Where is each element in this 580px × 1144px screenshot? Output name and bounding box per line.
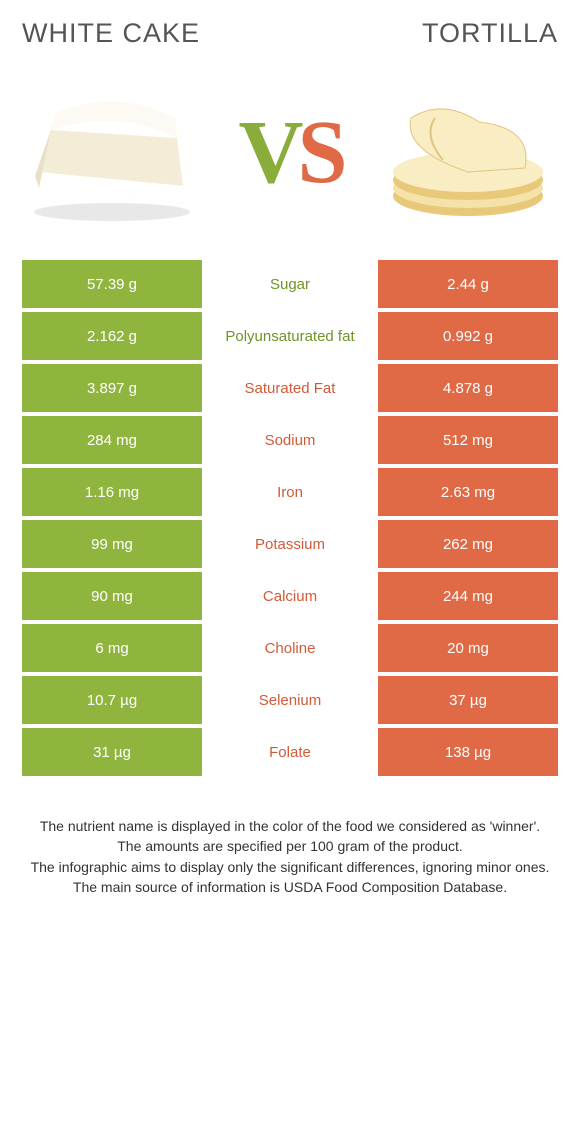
- vs-v: V: [238, 103, 297, 202]
- right-food-image: [378, 68, 558, 238]
- left-value: 10.7 µg: [22, 676, 202, 724]
- left-value: 31 µg: [22, 728, 202, 776]
- table-row: 90 mgCalcium244 mg: [22, 572, 558, 620]
- left-value: 1.16 mg: [22, 468, 202, 516]
- nutrient-label: Choline: [202, 624, 378, 672]
- footnote-line: The main source of information is USDA F…: [30, 877, 550, 897]
- left-value: 284 mg: [22, 416, 202, 464]
- table-row: 99 mgPotassium262 mg: [22, 520, 558, 568]
- table-row: 10.7 µgSelenium37 µg: [22, 676, 558, 724]
- right-value: 2.44 g: [378, 260, 558, 308]
- table-row: 57.39 gSugar2.44 g: [22, 260, 558, 308]
- left-value: 6 mg: [22, 624, 202, 672]
- hero-row: VS: [22, 65, 558, 240]
- footnote-line: The amounts are specified per 100 gram o…: [30, 836, 550, 856]
- cake-icon: [27, 78, 197, 228]
- left-food-image: [22, 68, 202, 238]
- nutrient-label: Saturated Fat: [202, 364, 378, 412]
- right-value: 2.63 mg: [378, 468, 558, 516]
- right-value: 4.878 g: [378, 364, 558, 412]
- right-value: 0.992 g: [378, 312, 558, 360]
- left-value: 2.162 g: [22, 312, 202, 360]
- nutrient-label: Iron: [202, 468, 378, 516]
- right-value: 262 mg: [378, 520, 558, 568]
- table-row: 2.162 gPolyunsaturated fat0.992 g: [22, 312, 558, 360]
- nutrient-label: Sugar: [202, 260, 378, 308]
- left-food-title: WHITE CAKE: [22, 18, 200, 49]
- nutrient-label: Calcium: [202, 572, 378, 620]
- table-row: 3.897 gSaturated Fat4.878 g: [22, 364, 558, 412]
- right-value: 512 mg: [378, 416, 558, 464]
- nutrient-label: Polyunsaturated fat: [202, 312, 378, 360]
- left-value: 90 mg: [22, 572, 202, 620]
- right-value: 138 µg: [378, 728, 558, 776]
- nutrient-label: Selenium: [202, 676, 378, 724]
- vs-s: S: [297, 103, 341, 202]
- table-row: 31 µgFolate138 µg: [22, 728, 558, 776]
- nutrient-label: Potassium: [202, 520, 378, 568]
- left-value: 99 mg: [22, 520, 202, 568]
- right-value: 20 mg: [378, 624, 558, 672]
- footnote-line: The nutrient name is displayed in the co…: [30, 816, 550, 836]
- left-value: 3.897 g: [22, 364, 202, 412]
- footnote-line: The infographic aims to display only the…: [30, 857, 550, 877]
- table-row: 6 mgCholine20 mg: [22, 624, 558, 672]
- footnotes: The nutrient name is displayed in the co…: [22, 816, 558, 897]
- left-value: 57.39 g: [22, 260, 202, 308]
- nutrient-label: Sodium: [202, 416, 378, 464]
- table-row: 284 mgSodium512 mg: [22, 416, 558, 464]
- nutrient-label: Folate: [202, 728, 378, 776]
- tortilla-icon: [383, 78, 553, 228]
- comparison-table: 57.39 gSugar2.44 g2.162 gPolyunsaturated…: [22, 260, 558, 776]
- right-value: 37 µg: [378, 676, 558, 724]
- table-row: 1.16 mgIron2.63 mg: [22, 468, 558, 516]
- vs-label: VS: [238, 101, 341, 204]
- right-value: 244 mg: [378, 572, 558, 620]
- right-food-title: TORTILLA: [422, 18, 558, 49]
